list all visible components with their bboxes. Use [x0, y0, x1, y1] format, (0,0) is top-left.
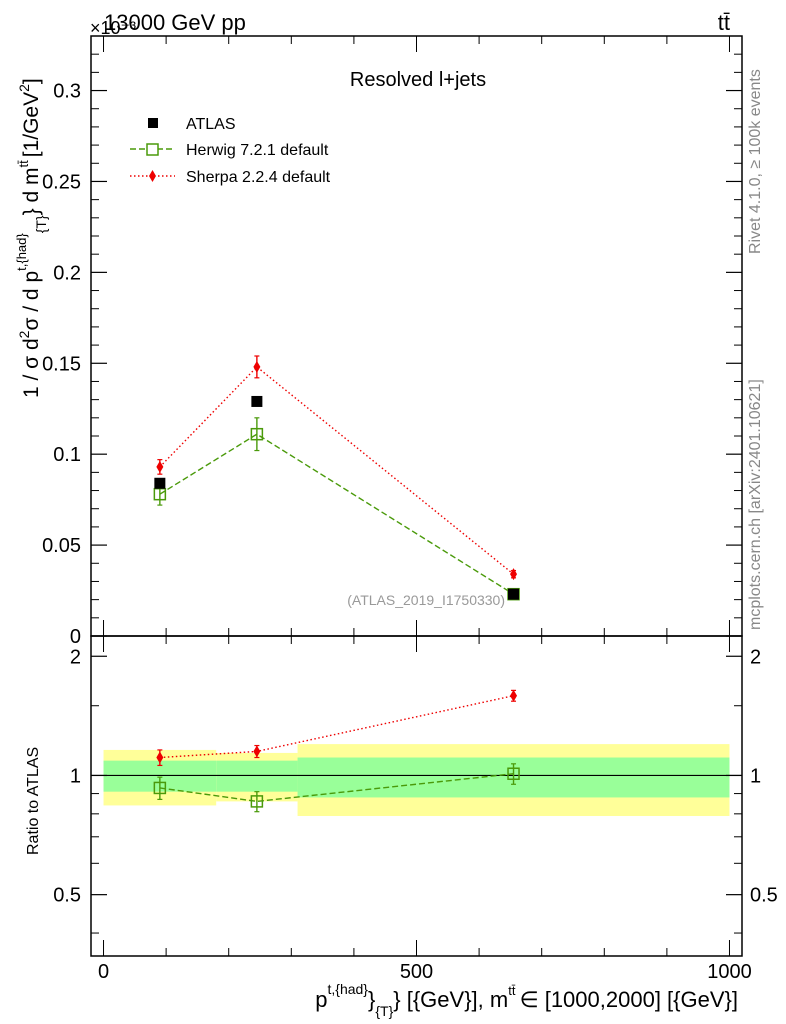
xtick-label: 0: [98, 961, 109, 983]
ratio-herwig-line: [159, 773, 514, 803]
ylabel-part-c: } d m: [20, 167, 43, 215]
legend-sherpa-label: Sherpa 2.2.4 default: [186, 169, 331, 186]
legend-herwig-marker: [146, 143, 159, 156]
ylabel-part-d: [1/GeV: [20, 92, 43, 157]
legend: ATLAS Herwig 7.2.1 default Sherpa 2.2.4 …: [130, 116, 331, 186]
ratio-sherpa-point: [253, 745, 261, 758]
ratio-ytick-label: 2: [70, 646, 81, 668]
x-axis-title: pt,{had}}{T}} [{GeV}], mtt̄ ∈ [1000,2000]…: [315, 981, 738, 1019]
ylabel-part-e: ]: [20, 78, 43, 84]
ratio-y-axis-title: Ratio to ATLAS: [25, 747, 42, 855]
legend-atlas-label: ATLAS: [186, 116, 236, 133]
main-ytick-label: 0.1: [53, 444, 81, 466]
main-herwig-point: [153, 487, 167, 501]
xlabel-part-a: p: [315, 987, 327, 1012]
ratio-ytick-label-right: 2: [750, 646, 761, 668]
main-herwig-line: [159, 433, 514, 595]
xtick-label: 500: [400, 961, 433, 983]
main-sherpa-line: [159, 365, 514, 575]
ratio-herwig-point: [507, 767, 520, 780]
energy-label: 13000 GeV pp: [104, 10, 246, 35]
legend-herwig-label: Herwig 7.2.1 default: [186, 142, 329, 159]
ylabel-sup-b: t,{had}: [14, 233, 29, 271]
plot-title: Resolved l+jets: [350, 69, 486, 91]
main-ytick-label: 0.3: [53, 81, 81, 103]
main-atlas-point: [251, 395, 263, 407]
ylabel-part-b: σ / d p: [20, 271, 43, 331]
main-axis-ticks: 0 0.05 0.1 0.15 0.2 0.25 0.3: [42, 35, 742, 648]
ratio-axis-ticks: 0.5 0.5 1 1 2 2 0 500 1000: [53, 636, 778, 983]
xlabel-sub-a: {T}: [375, 1003, 393, 1019]
main-sherpa-point: [510, 568, 518, 581]
ratio-sherpa-point: [156, 751, 164, 764]
ratio-ytick-label-right: 0.5: [750, 885, 778, 907]
ratio-uncertainty-bands: [91, 744, 742, 816]
ratio-herwig-point: [250, 795, 264, 808]
main-y-axis-title: 1 / σ d2σ / d pt,{had}{T}} d mtt̄[1/GeV2…: [14, 78, 49, 398]
main-series-layer: [153, 355, 520, 601]
ylabel-sup-c: tt̄: [16, 160, 31, 168]
ratio-ytick-label: 1: [70, 765, 81, 787]
xtick-label: 1000: [707, 961, 752, 983]
xlabel-part-d: ∈ [1000,2000] [{GeV}]: [519, 987, 738, 1012]
main-ytick-label: 0: [70, 626, 81, 648]
xlabel-part-c: } [{GeV}], m: [393, 987, 508, 1012]
main-ytick-label: 0.05: [42, 535, 81, 557]
main-herwig-point: [250, 427, 264, 441]
analysis-id-annotation: (ATLAS_2019_I1750330): [347, 592, 505, 608]
y-scale-exponent: ×10⁻³: [90, 18, 136, 38]
ylabel-sup-a: 2: [16, 330, 32, 338]
main-ytick-label: 0.2: [53, 262, 81, 284]
main-sherpa-point: [253, 360, 261, 373]
main-ytick-label: 0.15: [42, 353, 81, 375]
rivet-label: Rivet 4.1.0, ≥ 100k events: [747, 69, 764, 254]
ratio-ytick-label-right: 1: [750, 765, 761, 787]
ylabel-part-a: 1 / σ d: [20, 338, 43, 398]
main-sherpa-point: [156, 460, 164, 473]
ylabel-sup-d: 2: [16, 84, 32, 92]
ratio-band-inner-1: [216, 760, 298, 792]
xlabel-sup-a: t,{had}: [327, 981, 368, 997]
xlabel-sup-b: tt̄: [508, 983, 516, 998]
ratio-herwig-point: [153, 781, 167, 795]
ratio-ytick-label: 0.5: [53, 885, 81, 907]
ylabel-sub-b: {T}: [33, 215, 49, 233]
mcplots-label: mcplots.cern.ch [arXiv:2401.10621]: [747, 379, 764, 630]
main-atlas-point: [508, 588, 520, 600]
ratio-series-layer: [153, 689, 520, 813]
legend-atlas-marker: [148, 118, 158, 128]
legend-sherpa-marker: [149, 170, 156, 182]
main-ytick-label: 0.25: [42, 171, 81, 193]
ratio-sherpa-point: [510, 689, 518, 702]
main-atlas-point: [154, 477, 166, 489]
xlabel-part-b: }: [368, 987, 375, 1012]
process-label: tt̄: [718, 10, 730, 35]
